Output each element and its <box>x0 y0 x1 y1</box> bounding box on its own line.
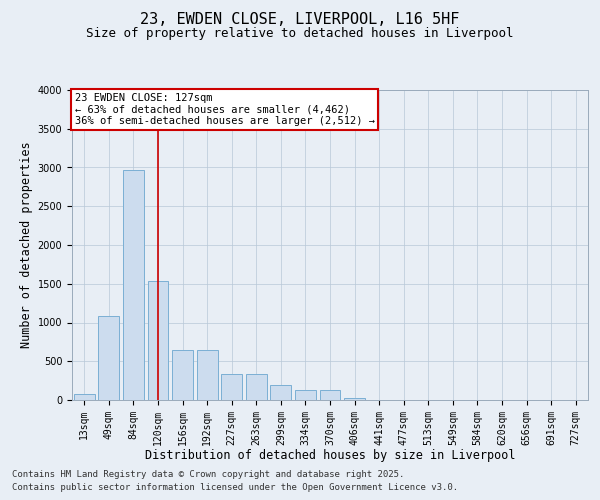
Text: 23, EWDEN CLOSE, LIVERPOOL, L16 5HF: 23, EWDEN CLOSE, LIVERPOOL, L16 5HF <box>140 12 460 28</box>
Bar <box>320 390 340 400</box>
Bar <box>197 350 218 400</box>
Bar <box>172 350 193 400</box>
Bar <box>74 394 95 400</box>
Bar <box>344 398 365 400</box>
Bar <box>271 384 292 400</box>
Bar <box>221 374 242 400</box>
Text: Contains public sector information licensed under the Open Government Licence v3: Contains public sector information licen… <box>12 484 458 492</box>
Bar <box>98 316 119 400</box>
X-axis label: Distribution of detached houses by size in Liverpool: Distribution of detached houses by size … <box>145 449 515 462</box>
Text: 23 EWDEN CLOSE: 127sqm
← 63% of detached houses are smaller (4,462)
36% of semi-: 23 EWDEN CLOSE: 127sqm ← 63% of detached… <box>74 93 374 126</box>
Y-axis label: Number of detached properties: Number of detached properties <box>20 142 34 348</box>
Text: Size of property relative to detached houses in Liverpool: Size of property relative to detached ho… <box>86 28 514 40</box>
Text: Contains HM Land Registry data © Crown copyright and database right 2025.: Contains HM Land Registry data © Crown c… <box>12 470 404 479</box>
Bar <box>123 170 144 400</box>
Bar <box>148 280 169 400</box>
Bar <box>246 374 267 400</box>
Bar <box>295 390 316 400</box>
